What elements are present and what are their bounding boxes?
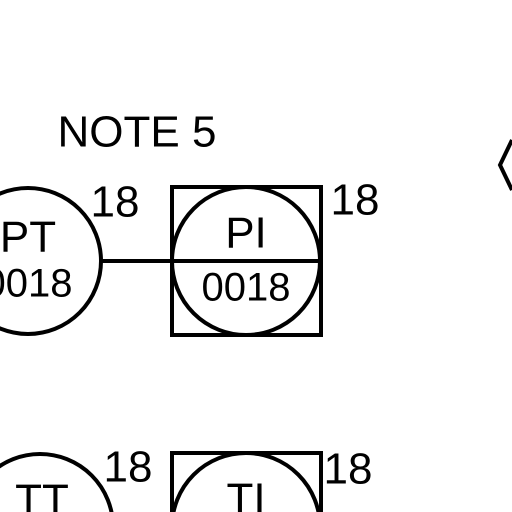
diamond-symbol bbox=[497, 139, 512, 191]
instrument-tag: TT bbox=[15, 476, 69, 512]
note-label: NOTE 5 bbox=[58, 108, 217, 157]
instrument-tag: PT bbox=[0, 213, 56, 262]
instrument-number: 0018 bbox=[202, 266, 291, 310]
instrument-annotation: 18 bbox=[331, 176, 380, 225]
instrument-tag: TI bbox=[226, 475, 265, 512]
instrument-bubble bbox=[0, 452, 114, 512]
instrument-bubble bbox=[171, 451, 321, 512]
instrument-number: 0018 bbox=[0, 262, 72, 306]
instrument-annotation: 18 bbox=[91, 178, 140, 227]
instrument-annotation: 18 bbox=[324, 445, 373, 494]
instrument-annotation: 18 bbox=[104, 443, 153, 492]
instrument-tag: PI bbox=[225, 209, 267, 258]
